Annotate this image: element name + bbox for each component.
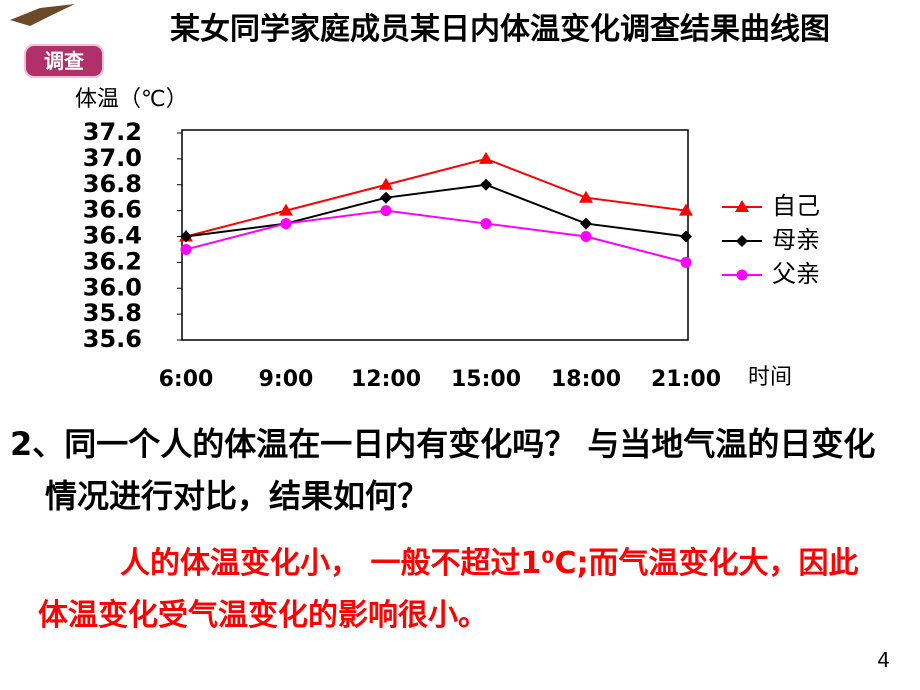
data-point bbox=[580, 217, 592, 230]
answer: 人的体温变化小， 一般不超过1⁰C;而气温变化大，因此体温变化受气温变化的影响很… bbox=[38, 546, 859, 633]
plot-frame bbox=[181, 129, 689, 341]
x-tick-label: 21:00 bbox=[651, 367, 721, 392]
data-point bbox=[679, 203, 693, 216]
legend-label: 自己 bbox=[772, 192, 820, 220]
x-axis-label: 时间 bbox=[748, 365, 792, 390]
x-tick-label: 15:00 bbox=[451, 367, 521, 392]
page-number: 4 bbox=[877, 648, 890, 672]
series-line bbox=[185, 157, 687, 238]
data-point bbox=[580, 231, 592, 242]
y-tick-label: 36.6 bbox=[83, 196, 142, 224]
y-tick-label: 37.0 bbox=[83, 144, 142, 172]
legend-label: 母亲 bbox=[772, 226, 820, 254]
y-tick-label: 36.2 bbox=[83, 247, 142, 275]
question: 2、同一个人的体温在一日内有变化吗？ 与当地气温的日变化情况进行对比，结果如何？ bbox=[10, 425, 876, 515]
y-tick-label: 36.8 bbox=[83, 170, 142, 198]
y-axis-label: 体温（℃） bbox=[75, 87, 188, 112]
data-point bbox=[380, 191, 392, 204]
x-tick-label: 6:00 bbox=[159, 367, 214, 392]
x-tick-label: 9:00 bbox=[259, 367, 314, 392]
eagle-icon bbox=[10, 4, 75, 26]
legend-marker bbox=[736, 235, 748, 247]
data-point bbox=[380, 205, 392, 217]
data-point bbox=[680, 256, 692, 268]
y-tick-label: 36.4 bbox=[83, 222, 142, 250]
data-point bbox=[280, 218, 292, 230]
x-tick-label: 18:00 bbox=[551, 367, 621, 392]
series-line bbox=[185, 183, 687, 238]
data-point bbox=[480, 178, 492, 191]
x-tick-label: 12:00 bbox=[351, 367, 421, 392]
data-point bbox=[480, 218, 492, 230]
y-tick-label: 35.6 bbox=[83, 325, 142, 353]
data-point bbox=[180, 230, 192, 243]
data-point bbox=[579, 190, 593, 203]
series-line bbox=[185, 209, 687, 264]
legend-marker bbox=[736, 269, 748, 281]
legend-marker bbox=[735, 200, 749, 212]
legend-label: 父亲 bbox=[772, 260, 820, 288]
data-point bbox=[279, 203, 293, 216]
data-point bbox=[479, 151, 493, 164]
badge: 调查 bbox=[24, 44, 104, 78]
data-point bbox=[180, 243, 192, 255]
data-point bbox=[379, 177, 393, 190]
y-tick-label: 35.8 bbox=[83, 299, 142, 327]
y-tick-label: 37.2 bbox=[83, 118, 142, 146]
y-tick-label: 36.0 bbox=[83, 273, 142, 301]
data-point bbox=[680, 230, 692, 243]
chart: 体温（℃） 时间 35.635.836.036.236.436.636.837.… bbox=[10, 4, 820, 392]
chart-title: 某女同学家庭成员某日内体温变化调查结果曲线图 bbox=[170, 12, 830, 47]
